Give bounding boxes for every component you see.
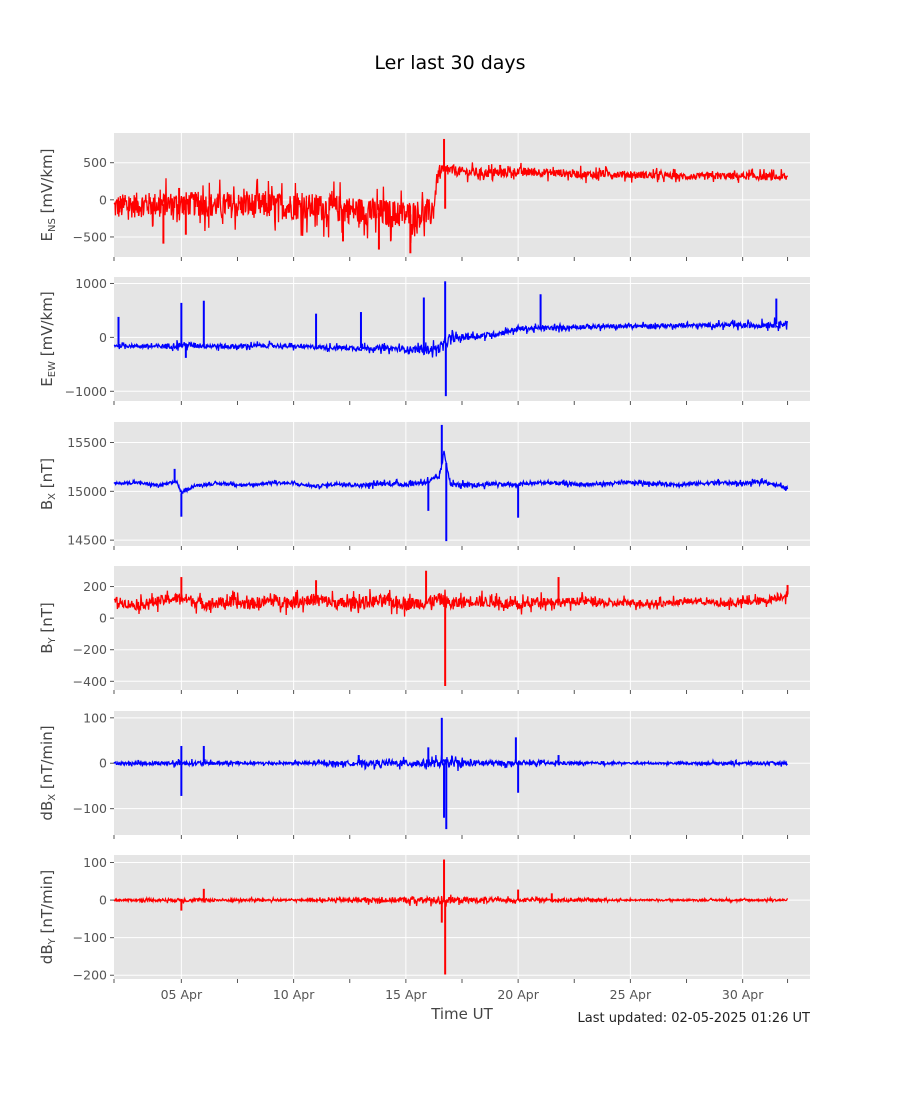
y-tick-label: 15500 xyxy=(67,435,107,450)
series-line xyxy=(113,894,789,907)
y-tick-label: 0 xyxy=(99,330,107,345)
series-line xyxy=(113,317,789,358)
panel-e-ew: 1000 0 −1000 EEW [mV/km] xyxy=(38,276,810,405)
y-axis-label: BX [nT] xyxy=(38,458,58,510)
panel-b-x: 15500 15000 14500 BX [nT] xyxy=(38,422,810,550)
y-tick-label: 0 xyxy=(99,192,107,207)
figure-title: Ler last 30 days xyxy=(374,52,526,74)
panel-background xyxy=(114,711,810,835)
y-axis-label: BY [nT] xyxy=(38,602,58,654)
y-tick-label: −200 xyxy=(73,968,107,983)
y-tick-label: 100 xyxy=(83,855,107,870)
y-axis-label: EEW [mV/km] xyxy=(38,291,58,386)
x-tick-label: 10 Apr xyxy=(273,987,315,1002)
y-tick-label: 1000 xyxy=(75,276,107,291)
y-axis-label: dBY [nT/min] xyxy=(38,870,58,964)
y-tick-label: −500 xyxy=(73,229,107,244)
y-tick-label: 100 xyxy=(83,710,107,725)
y-tick-label: 15000 xyxy=(67,484,107,499)
panel-db-x: 100 0 −100 dBX [nT/min] xyxy=(38,710,810,839)
panel-background xyxy=(114,566,810,690)
y-tick-label: 0 xyxy=(99,756,107,771)
y-tick-label: 14500 xyxy=(67,533,107,548)
x-tick-label: 05 Apr xyxy=(161,987,203,1002)
series-line xyxy=(113,589,789,617)
y-tick-label: −1000 xyxy=(65,384,107,399)
x-tick-label: 15 Apr xyxy=(385,987,427,1002)
panel-background xyxy=(114,855,810,979)
panel-b-y: 200 0 −200 −400 BY [nT] xyxy=(38,566,810,694)
x-tick-label: 20 Apr xyxy=(497,987,539,1002)
panel-db-y: 100 0 −100 −200 dBY [nT/min] xyxy=(38,855,810,983)
y-tick-label: 0 xyxy=(99,611,107,626)
last-updated-note: Last updated: 02-05-2025 01:26 UT xyxy=(577,1011,810,1026)
panel-e-ns: 500 0 −500 ENS [mV/km] xyxy=(38,133,810,261)
y-tick-label: −200 xyxy=(73,642,107,657)
series-line xyxy=(113,162,789,243)
series-line xyxy=(113,754,788,772)
x-tick-label: 25 Apr xyxy=(610,987,652,1002)
y-tick-label: 500 xyxy=(83,155,107,170)
x-tick-label: 30 Apr xyxy=(722,987,764,1002)
y-axis-label: dBX [nT/min] xyxy=(38,725,58,820)
y-tick-label: −100 xyxy=(73,801,107,816)
y-tick-label: −400 xyxy=(73,674,107,689)
series-line xyxy=(113,450,789,495)
x-axis-label: Time UT xyxy=(430,1005,493,1023)
y-tick-label: 200 xyxy=(83,579,107,594)
y-axis-label: ENS [mV/km] xyxy=(38,148,58,241)
panel-background xyxy=(114,133,810,257)
y-tick-label: 0 xyxy=(99,893,107,908)
y-tick-label: −100 xyxy=(73,930,107,945)
